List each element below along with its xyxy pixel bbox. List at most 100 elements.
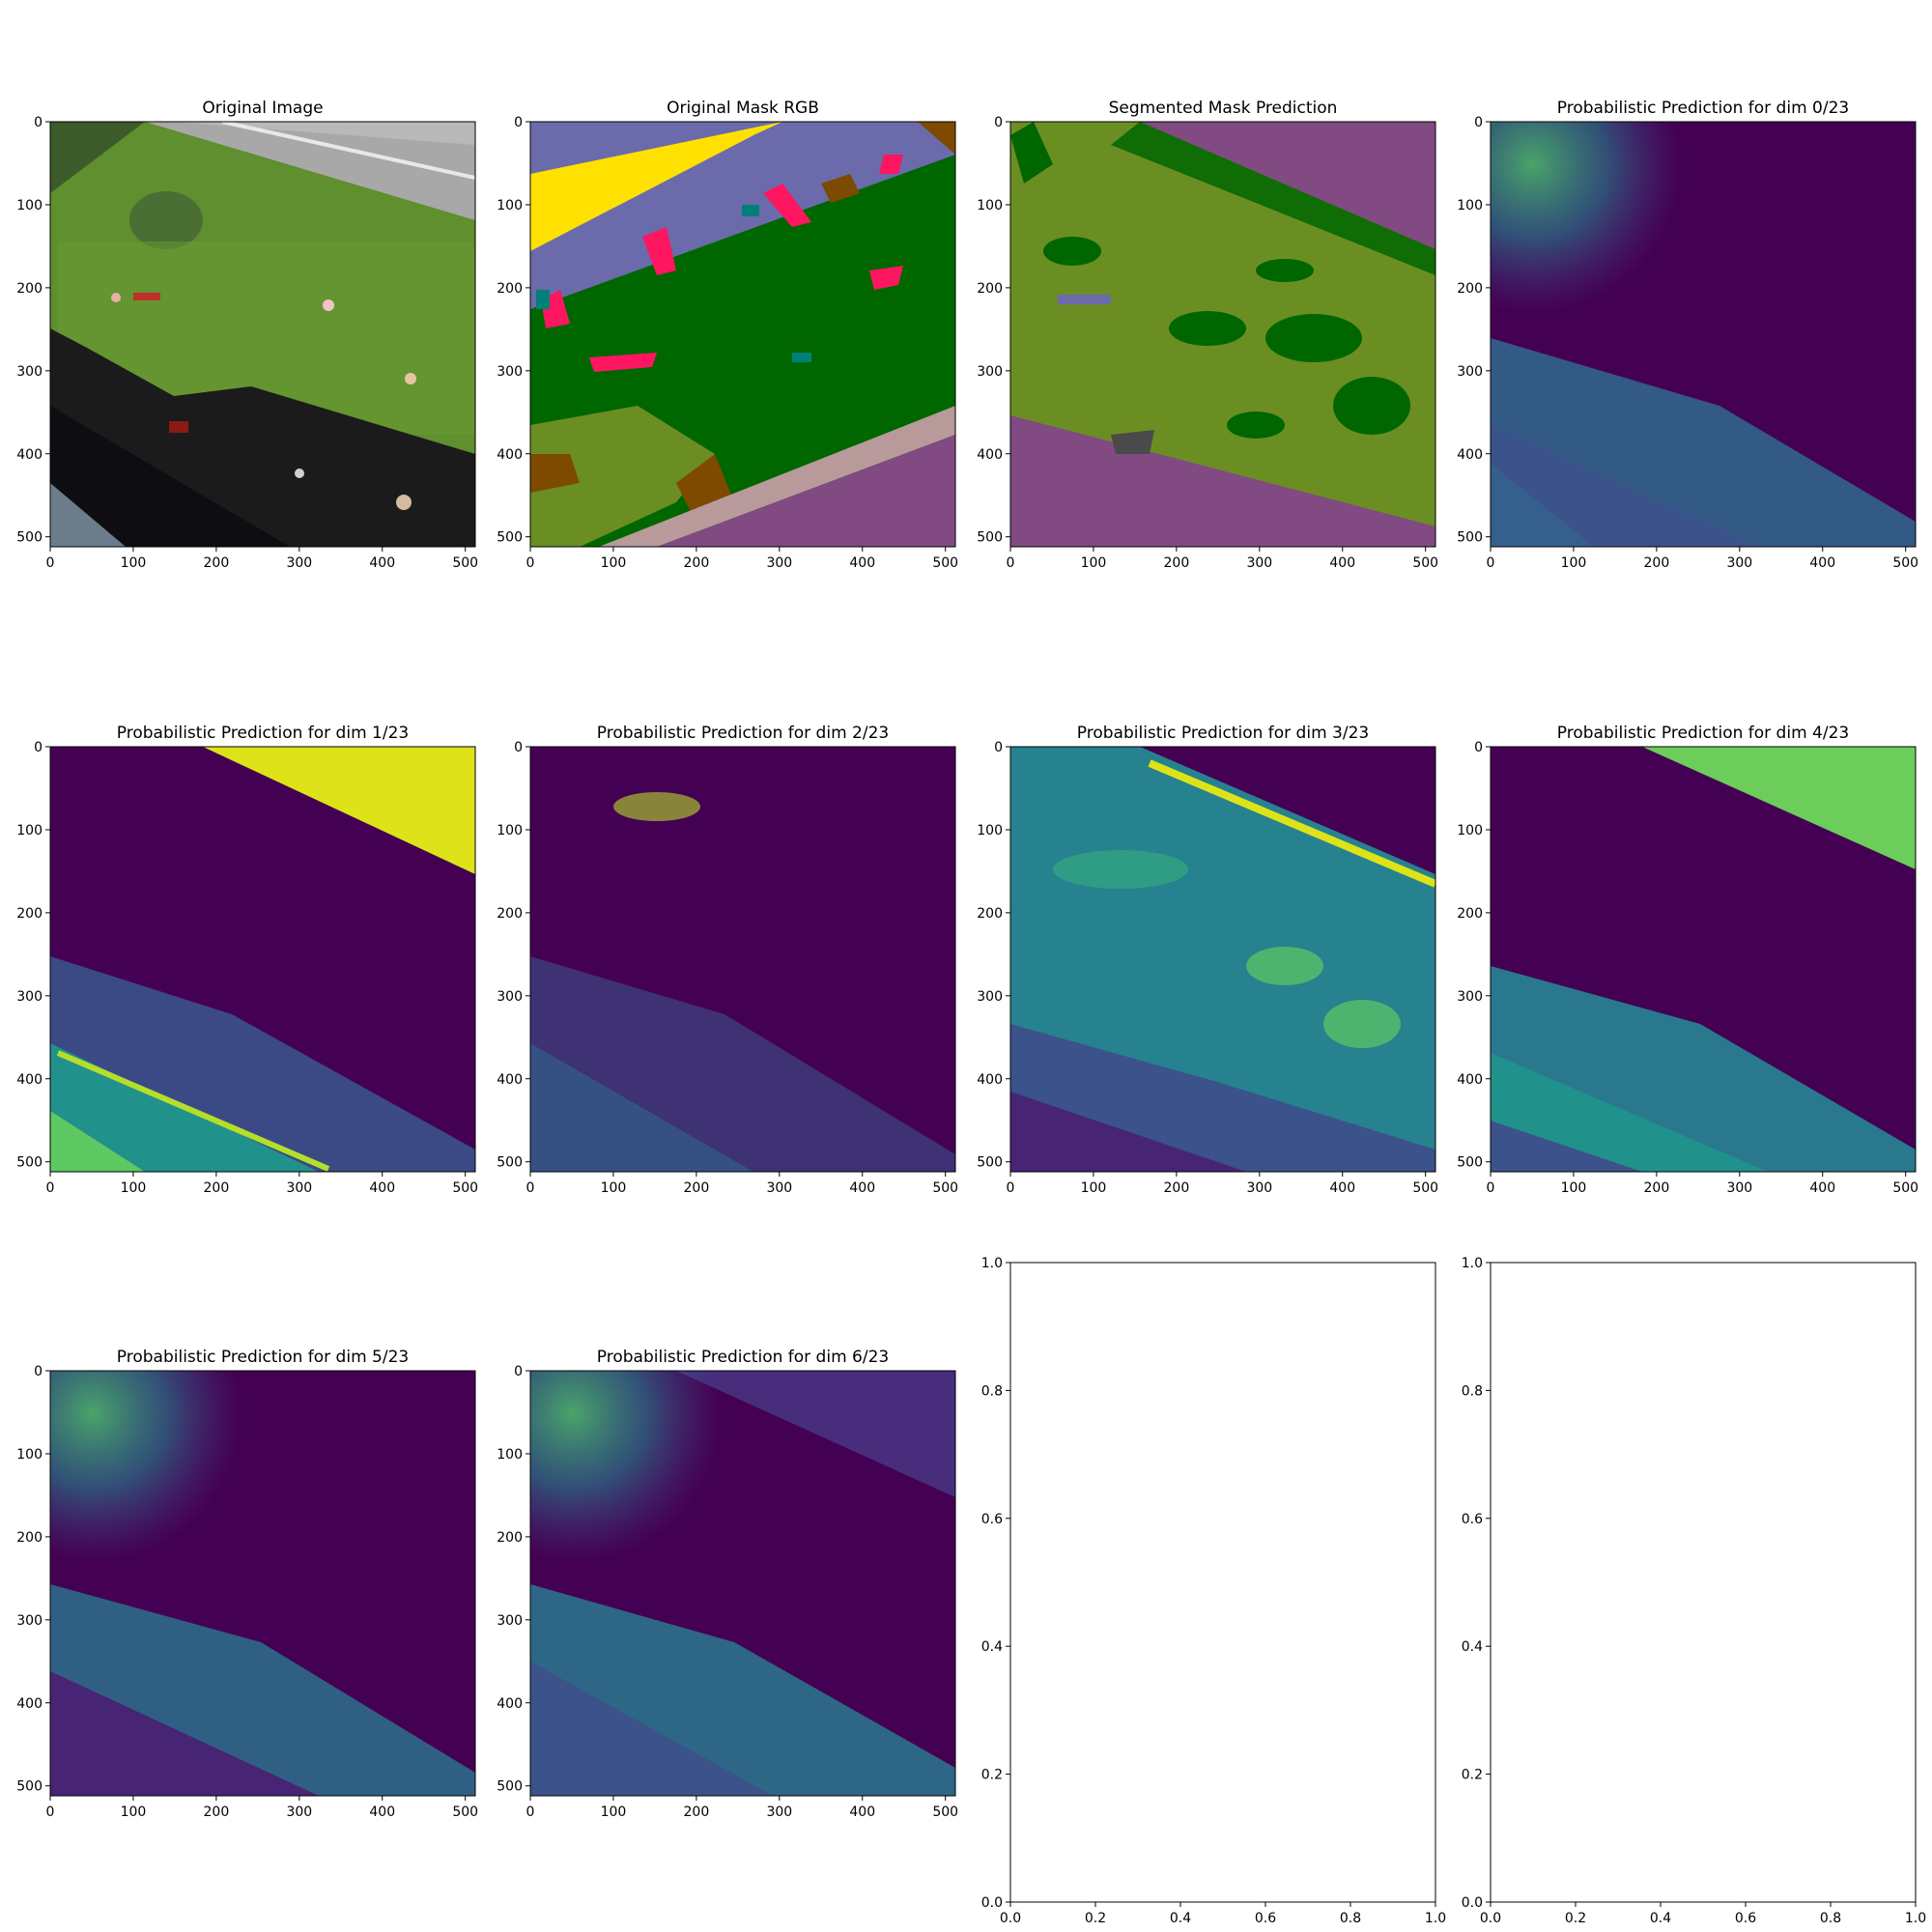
mask-image — [530, 122, 955, 547]
y-tick-label: 300 — [16, 989, 43, 1005]
axes-frame — [49, 1370, 476, 1797]
axes-frame — [1009, 1262, 1436, 1903]
x-tick-label: 500 — [1412, 555, 1438, 571]
x-tick-label: 300 — [1726, 1180, 1752, 1196]
heatmap-dim-3 — [1010, 747, 1435, 1172]
y-tick-label: 0 — [1474, 115, 1483, 130]
y-tick-label: 0.6 — [1462, 1512, 1483, 1527]
y-tick-label: 0 — [994, 740, 1003, 755]
y-tick-label: 200 — [497, 1530, 523, 1546]
y-tick-label: 300 — [977, 364, 1003, 380]
y-tick-label: 400 — [16, 1696, 43, 1712]
y-tick-label: 300 — [16, 364, 43, 380]
axes-frame — [1490, 121, 1917, 548]
x-tick-label: 400 — [369, 1180, 395, 1196]
x-tick-label: 400 — [1329, 555, 1355, 571]
y-tick-label: 0 — [994, 115, 1003, 130]
panel-title: Original Image — [202, 99, 323, 118]
x-tick-label: 400 — [369, 555, 395, 571]
y-tick-label: 100 — [16, 1447, 43, 1463]
x-tick-label: 100 — [601, 1804, 627, 1820]
axes-frame — [529, 121, 956, 548]
panel-title: Probabilistic Prediction for dim 6/23 — [597, 1348, 889, 1367]
original-image — [50, 122, 475, 547]
x-tick-label: 0.4 — [1650, 1911, 1671, 1926]
x-tick-label: 500 — [932, 555, 958, 571]
panel-dim-6: Probabilistic Prediction for dim 6/23 0 10… — [497, 1348, 958, 1820]
x-tick-label: 400 — [849, 1180, 875, 1196]
y-tick-label: 500 — [497, 530, 523, 546]
x-tick-label: 0.2 — [1085, 1911, 1106, 1926]
y-tick-label: 400 — [1457, 1072, 1483, 1088]
x-tick-label: 200 — [1164, 1180, 1190, 1196]
x-tick-label: 500 — [452, 1804, 478, 1820]
axes-frame — [1009, 746, 1436, 1173]
x-tick-label: 300 — [766, 555, 792, 571]
axes-frame — [49, 121, 476, 548]
x-tick-label: 400 — [369, 1804, 395, 1820]
y-tick-label: 1.0 — [981, 1256, 1003, 1271]
x-tick-label: 200 — [1644, 555, 1670, 571]
y-tick-label: 0 — [514, 115, 523, 130]
axes-frame — [49, 746, 476, 1173]
axes-frame — [1490, 746, 1917, 1173]
x-tick-label: 0 — [46, 1180, 55, 1196]
x-tick-label: 100 — [1561, 1180, 1587, 1196]
x-tick-label: 500 — [932, 1804, 958, 1820]
y-tick-label: 100 — [16, 198, 43, 213]
x-tick-label: 0.0 — [1480, 1911, 1501, 1926]
y-tick-label: 300 — [16, 1613, 43, 1629]
y-tick-label: 500 — [1457, 1155, 1483, 1171]
x-tick-label: 100 — [601, 555, 627, 571]
panel-title: Probabilistic Prediction for dim 2/23 — [597, 724, 889, 743]
x-tick-label: 200 — [684, 555, 710, 571]
y-tick-label: 300 — [977, 989, 1003, 1005]
x-tick-label: 400 — [1809, 555, 1835, 571]
heatmap-dim-2 — [530, 747, 955, 1172]
x-tick-label: 400 — [1329, 1180, 1355, 1196]
y-tick-label: 400 — [497, 447, 523, 463]
x-tick-label: 500 — [1892, 555, 1918, 571]
y-tick-label: 100 — [497, 198, 523, 213]
y-tick-label: 300 — [497, 989, 523, 1005]
x-tick-label: 0 — [526, 555, 535, 571]
x-tick-label: 0 — [1487, 1180, 1495, 1196]
x-tick-label: 200 — [684, 1180, 710, 1196]
y-tick-label: 0 — [514, 1364, 523, 1379]
y-tick-label: 300 — [497, 364, 523, 380]
panel-title: Probabilistic Prediction for dim 3/23 — [1077, 724, 1369, 743]
x-tick-label: 300 — [766, 1180, 792, 1196]
x-tick-label: 500 — [932, 1180, 958, 1196]
x-tick-label: 300 — [1246, 555, 1272, 571]
x-tick-label: 0 — [526, 1180, 535, 1196]
heatmap-dim-6 — [530, 1371, 955, 1796]
panel-title: Probabilistic Prediction for dim 1/23 — [117, 724, 409, 743]
y-tick-label: 0 — [34, 740, 43, 755]
y-tick-label: 0.4 — [1462, 1639, 1483, 1655]
y-tick-label: 100 — [977, 823, 1003, 838]
panel-dim-1: Probabilistic Prediction for dim 1/23 0 10… — [16, 724, 478, 1196]
y-tick-label: 500 — [977, 530, 1003, 546]
x-tick-label: 300 — [766, 1804, 792, 1820]
x-tick-label: 100 — [1081, 1180, 1107, 1196]
panel-segmented-prediction: Segmented Mask Prediction 0 100 200 300 400 50… — [977, 99, 1438, 571]
heatmap-dim-4 — [1491, 747, 1916, 1172]
axes-frame — [1009, 121, 1436, 548]
x-tick-label: 100 — [121, 555, 147, 571]
x-tick-label: 1.0 — [1905, 1911, 1926, 1926]
axes-frame — [1490, 1262, 1917, 1903]
x-tick-label: 300 — [1726, 555, 1752, 571]
y-tick-label: 200 — [977, 281, 1003, 297]
y-tick-label: 0.0 — [1462, 1895, 1483, 1911]
y-tick-label: 400 — [977, 447, 1003, 463]
y-tick-label: 100 — [16, 823, 43, 838]
y-tick-label: 500 — [1457, 530, 1483, 546]
x-tick-label: 400 — [1809, 1180, 1835, 1196]
x-tick-label: 0.6 — [1735, 1911, 1756, 1926]
x-tick-label: 200 — [204, 1180, 230, 1196]
x-tick-label: 100 — [121, 1804, 147, 1820]
y-tick-label: 200 — [497, 281, 523, 297]
y-tick-label: 100 — [1457, 823, 1483, 838]
